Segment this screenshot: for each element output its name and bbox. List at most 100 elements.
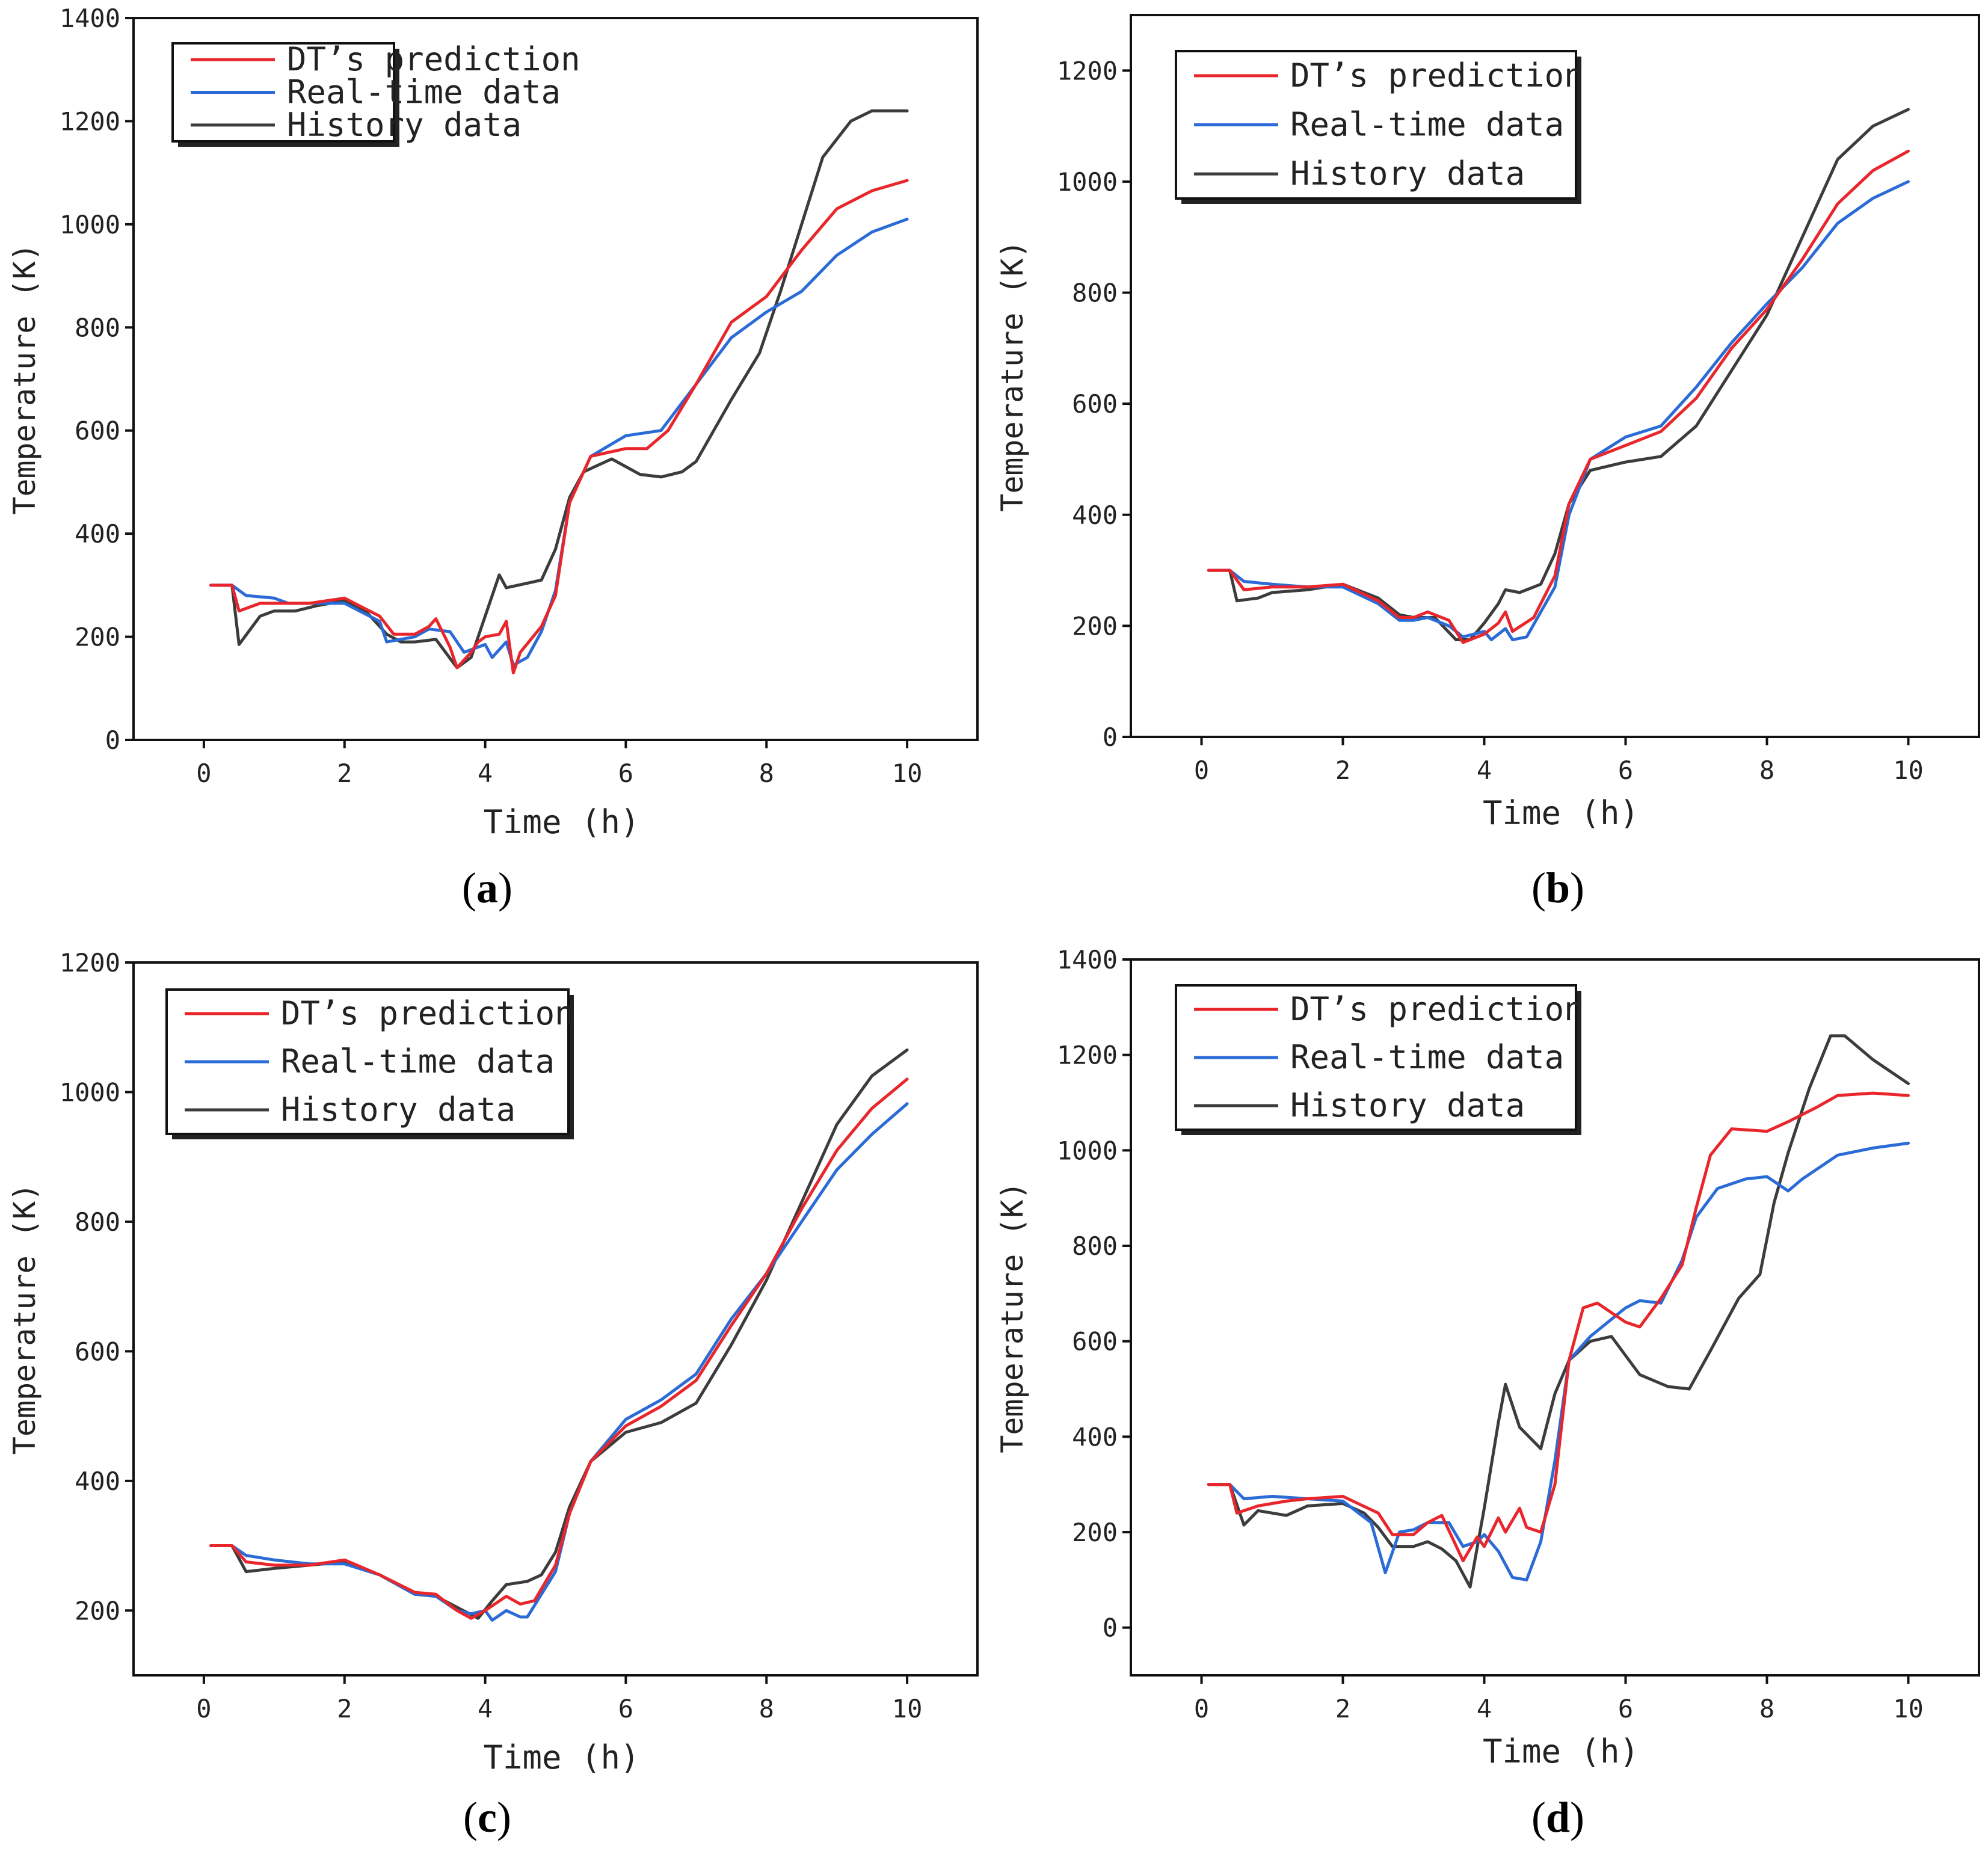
x-tick-label: 6 — [1618, 1694, 1633, 1723]
y-tick-label: 1000 — [1057, 1136, 1118, 1165]
y-tick-label: 400 — [1072, 1422, 1118, 1452]
legend-label-history-data: History data — [287, 106, 522, 144]
y-tick-label: 1400 — [60, 4, 120, 33]
chart-panel-a: 0 200 400 600 800 1000 1200 1400 0 2 4 6 8 10 Temper… — [7, 4, 979, 912]
plot-frame — [132, 17, 979, 741]
series-lines — [1207, 1034, 1910, 1589]
y-tick-label: 1200 — [1057, 1041, 1118, 1070]
chart-panel-b: 0 200 400 600 800 1000 1200 0 2 4 6 8 10 Temperatur… — [995, 14, 1980, 912]
y-tick-label: 600 — [75, 416, 120, 446]
panel-letter: d — [1546, 1793, 1570, 1841]
panel-letter: c — [478, 1793, 497, 1841]
x-tick-label: 10 — [1893, 1694, 1924, 1723]
x-tick-label: 2 — [1335, 756, 1350, 785]
x-tick-label: 8 — [1759, 1694, 1774, 1723]
y-tick-label: 600 — [75, 1337, 120, 1366]
legend-label-history-data: History data — [1290, 155, 1525, 192]
legend-label-real-time-data: Real-time data — [281, 1042, 555, 1080]
y-tick-label: 1000 — [1057, 167, 1118, 197]
y-tick-label: 400 — [1072, 500, 1118, 530]
x-tick-label: 10 — [892, 1694, 923, 1723]
series-line-history-data — [1207, 108, 1910, 641]
x-tick-label: 6 — [1618, 756, 1633, 785]
legend-label-history-data: History data — [1290, 1086, 1525, 1124]
y-tick-label: 200 — [1072, 1518, 1118, 1547]
legend-label-real-time-data: Real-time data — [1290, 1038, 1564, 1076]
y-tick-label: 200 — [1072, 611, 1118, 641]
x-tick-label: 4 — [1477, 756, 1492, 785]
y-tick-label: 1000 — [60, 210, 120, 239]
panel-caption-d: (d) — [1531, 1793, 1584, 1841]
legend-label-dt-prediction: DT’s prediction — [281, 994, 574, 1032]
x-tick-label: 0 — [1194, 1694, 1209, 1723]
panel-letter: a — [476, 864, 498, 912]
series-line-real-time-data — [1207, 180, 1910, 641]
y-tick-label: 800 — [1072, 279, 1118, 308]
series-line-dt-s-prediction — [209, 179, 909, 675]
x-tick-label: 6 — [618, 759, 633, 788]
plot-frame — [1130, 958, 1980, 1677]
x-tick-label: 0 — [1194, 756, 1209, 785]
x-tick-label: 2 — [1335, 1694, 1350, 1723]
chart-panel-c: 200 400 600 800 1000 1200 0 2 4 6 8 10 Temperature… — [7, 948, 979, 1841]
y-tick-label: 1200 — [60, 106, 120, 136]
y-tick-label: 600 — [1072, 1327, 1118, 1357]
y-tick-label: 800 — [1072, 1231, 1118, 1261]
x-tick-label: 4 — [478, 1694, 493, 1723]
y-tick-label: 400 — [75, 519, 120, 549]
y-tick-label: 0 — [1103, 722, 1118, 752]
plot-frame — [132, 961, 979, 1677]
y-axis-label: Temperature (K) — [7, 243, 42, 515]
plot-frame — [1130, 14, 1980, 738]
y-tick-label: 400 — [75, 1467, 120, 1496]
x-tick-label: 8 — [759, 759, 774, 788]
x-tick-label: 8 — [1759, 756, 1774, 785]
x-axis-ticks: 0 2 4 6 8 10 — [1194, 737, 1924, 785]
y-tick-label: 800 — [75, 1207, 120, 1237]
x-axis-label: Time (h) — [1483, 794, 1639, 832]
x-tick-label: 4 — [1477, 1694, 1492, 1723]
x-axis-ticks: 0 2 4 6 8 10 — [196, 740, 922, 788]
x-axis-label: Time (h) — [483, 803, 639, 841]
series-lines — [209, 1048, 909, 1622]
series-line-dt-s-prediction — [209, 1077, 909, 1620]
series-line-history-data — [1207, 1034, 1910, 1589]
y-tick-label: 1200 — [60, 948, 120, 978]
series-line-real-time-data — [1207, 1141, 1910, 1581]
y-axis-label: Temperature (K) — [995, 1181, 1030, 1453]
legend: DT’s prediction Real-time data History d… — [1175, 50, 1584, 204]
series-lines — [209, 109, 909, 675]
y-tick-label: 200 — [75, 623, 120, 652]
legend: DT’s prediction Real-time data History d… — [1175, 984, 1584, 1135]
y-tick-label: 1000 — [60, 1077, 120, 1107]
x-axis-ticks: 0 2 4 6 8 10 — [1194, 1675, 1924, 1723]
panel-caption-c: (c) — [463, 1793, 511, 1841]
x-tick-label: 2 — [337, 1694, 352, 1723]
y-axis-label: Temperature (K) — [7, 1183, 42, 1455]
legend-label-dt-prediction: DT’s prediction — [1290, 990, 1584, 1028]
legend-label-history-data: History data — [281, 1091, 515, 1129]
y-tick-label: 200 — [75, 1596, 120, 1625]
legend-label-dt-prediction: DT’s prediction — [1290, 57, 1584, 94]
x-axis-label: Time (h) — [483, 1738, 639, 1776]
y-axis-ticks: 200 400 600 800 1000 1200 — [60, 948, 134, 1625]
x-tick-label: 6 — [618, 1694, 633, 1723]
panel-letter: b — [1546, 864, 1570, 912]
series-line-dt-s-prediction — [1207, 149, 1910, 644]
y-tick-label: 1200 — [1057, 56, 1118, 85]
series-line-real-time-data — [209, 217, 909, 667]
legend-label-real-time-data: Real-time data — [287, 73, 561, 111]
x-tick-label: 10 — [892, 759, 923, 788]
x-axis-label: Time (h) — [1483, 1732, 1639, 1770]
x-tick-label: 0 — [196, 1694, 211, 1723]
legend-label-dt-prediction: DT’s prediction — [287, 40, 580, 78]
x-tick-label: 8 — [759, 1694, 774, 1723]
series-line-history-data — [209, 109, 909, 670]
y-tick-label: 1400 — [1057, 945, 1118, 975]
y-axis-ticks: 0 200 400 600 800 1000 1200 — [1057, 56, 1131, 752]
y-axis-ticks: 0 200 400 600 800 1000 1200 1400 — [1057, 945, 1131, 1643]
y-tick-label: 800 — [75, 313, 120, 342]
x-tick-label: 4 — [478, 759, 493, 788]
chart-panel-d: 0 200 400 600 800 1000 1200 1400 0 2 4 6 8 10 Temper… — [995, 945, 1980, 1841]
